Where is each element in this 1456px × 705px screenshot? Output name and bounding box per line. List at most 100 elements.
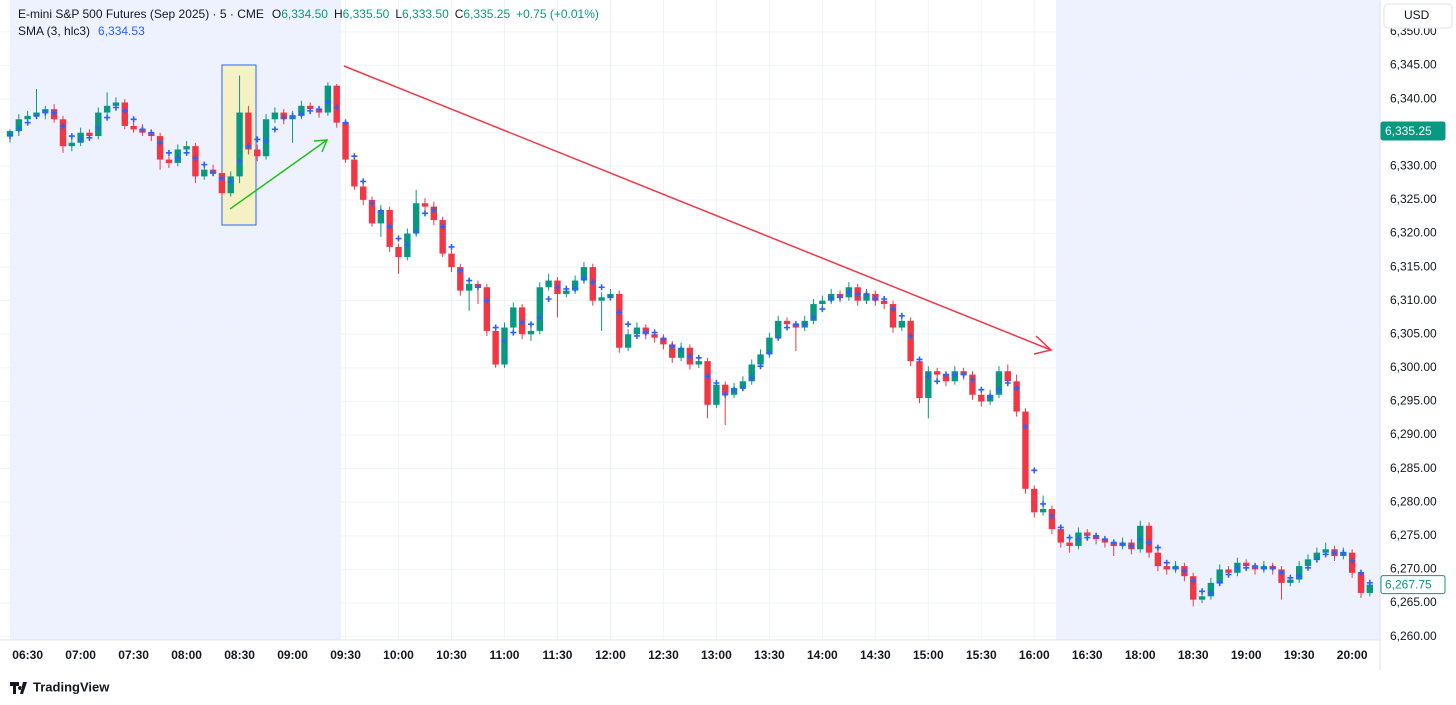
candle-body: [766, 337, 773, 355]
candle-body: [748, 364, 755, 382]
sma-point: [731, 386, 738, 393]
x-tick-label: 19:00: [1231, 648, 1262, 662]
candle-body: [254, 149, 261, 157]
y-tick-label: 6,325.00: [1390, 192, 1437, 206]
candle-body: [1313, 552, 1321, 560]
candle-body: [298, 105, 305, 116]
candle-body: [1057, 529, 1064, 543]
red-arrow: [343, 65, 1053, 355]
sma-point: [95, 124, 102, 131]
indicator-name: SMA (3, hlc3): [18, 24, 90, 38]
candle-body: [527, 330, 535, 335]
extended-hours-shade: [10, 0, 341, 640]
sma-point: [1357, 569, 1364, 576]
sma-point: [872, 296, 879, 303]
green-arrow: [229, 139, 329, 210]
sma-point: [1287, 574, 1294, 581]
svg-text:SMA (3, hlc3)6,334.53: SMA (3, hlc3) 6,334.53: [18, 24, 145, 38]
ohlc-label: O: [272, 7, 281, 21]
sma-point: [245, 143, 252, 150]
sma-point: [633, 332, 640, 339]
candle-body: [1366, 584, 1374, 593]
x-tick-label: 15:00: [913, 648, 944, 662]
sma-point: [1225, 571, 1232, 578]
sma-point: [1022, 423, 1029, 430]
sma-point: [1048, 512, 1055, 519]
candle-body: [1004, 371, 1011, 382]
candle-body: [324, 85, 332, 113]
candle-body: [1013, 381, 1020, 412]
candle-body: [95, 112, 102, 137]
candle-body: [395, 246, 402, 258]
sma-point: [1252, 563, 1259, 570]
sma-point: [351, 153, 358, 160]
sma-point: [969, 376, 976, 383]
candle-body: [819, 300, 826, 305]
sma-point: [1331, 549, 1338, 556]
currency[interactable]: USD: [1404, 8, 1430, 22]
candle-body: [907, 320, 914, 362]
candle-body: [1039, 508, 1047, 513]
sma-point: [466, 277, 473, 284]
candle-body: [1154, 552, 1162, 567]
sma-point: [819, 306, 826, 313]
x-tick-label: 07:00: [65, 648, 96, 662]
sma-point: [395, 235, 402, 242]
sma-point: [519, 319, 526, 326]
sma-point: [1057, 524, 1064, 531]
candle-body: [448, 253, 455, 268]
sma-point: [898, 312, 905, 319]
sma-point: [227, 178, 234, 185]
sma-point: [1101, 536, 1108, 543]
candle-body: [1243, 562, 1250, 567]
sma-point: [1163, 559, 1170, 566]
candle-body: [130, 125, 137, 130]
brand: TradingView: [10, 679, 110, 694]
x-tick-label: 19:30: [1284, 648, 1315, 662]
sma-point: [280, 114, 287, 121]
y-tick-label: 6,290.00: [1390, 427, 1437, 441]
sma-point: [1137, 536, 1144, 543]
candle-body: [677, 347, 685, 358]
candle-body: [1198, 596, 1206, 600]
sma-point: [1278, 569, 1285, 576]
sma-point: [430, 206, 437, 213]
sma-point: [916, 356, 923, 363]
sma-point: [589, 279, 596, 286]
candle-body: [501, 327, 508, 365]
sma-point: [24, 119, 31, 126]
sma-point: [625, 321, 632, 328]
candle-body: [227, 176, 234, 194]
sma-point: [1181, 568, 1188, 575]
x-tick-label: 14:30: [860, 648, 891, 662]
currency-button[interactable]: [1383, 3, 1453, 29]
sma-point: [678, 346, 685, 353]
sma-point: [951, 371, 958, 378]
candle-body: [412, 203, 420, 234]
x-tick-label: 08:00: [171, 648, 202, 662]
sma-point: [369, 200, 376, 207]
candle-body: [439, 220, 446, 254]
candle-body: [1048, 508, 1056, 530]
candle-body: [704, 361, 711, 405]
candle-body: [1145, 525, 1153, 553]
candle-body: [307, 105, 314, 110]
candle-body: [59, 119, 67, 147]
candle-body: [669, 344, 676, 358]
sma-point: [704, 373, 711, 380]
candle-body: [262, 119, 270, 157]
sma-point: [271, 126, 278, 133]
sma-point: [801, 321, 808, 328]
sma-point: [218, 175, 225, 182]
ohlc-value: 6,335.25: [463, 7, 510, 21]
sma-point: [854, 290, 861, 297]
candle-body: [351, 159, 358, 187]
candle-body: [103, 105, 111, 113]
sma-point: [987, 393, 994, 400]
candle-body: [969, 374, 976, 395]
candle-body: [1278, 569, 1285, 583]
candle-body: [633, 327, 641, 335]
header: E-mini S&P 500 Futures (Sep 2025) · 5 · …: [18, 7, 599, 38]
candle-body: [368, 199, 376, 224]
